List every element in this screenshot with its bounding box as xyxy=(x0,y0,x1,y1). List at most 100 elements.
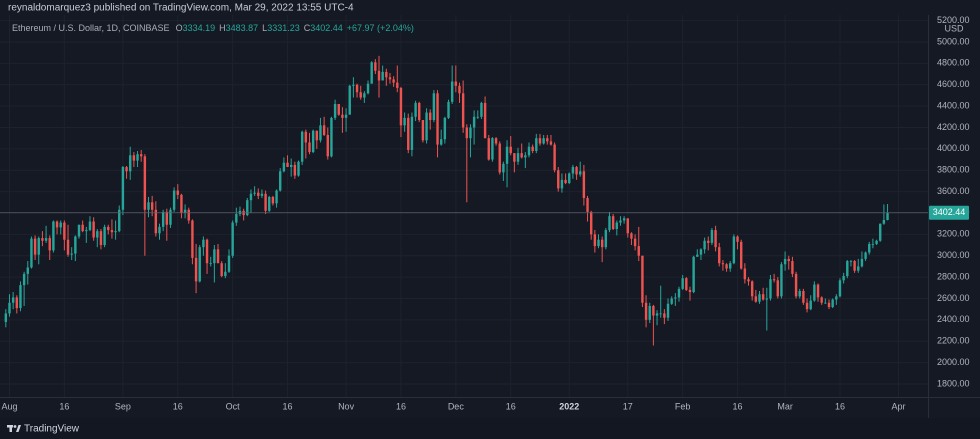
candle-body xyxy=(827,302,831,308)
candle-body xyxy=(637,246,640,256)
candle-body xyxy=(300,131,304,162)
candle-body xyxy=(846,261,849,277)
ohlc-label: L xyxy=(262,23,267,33)
candle-body xyxy=(476,116,479,118)
ohlc-label: O xyxy=(176,23,183,33)
candle-body xyxy=(747,279,750,282)
candle-body xyxy=(194,257,198,282)
candle-body xyxy=(202,239,205,248)
candle-body xyxy=(110,230,114,233)
candle-body xyxy=(333,103,337,118)
candle-body xyxy=(341,114,344,118)
candle-body xyxy=(743,268,747,280)
candle-body xyxy=(348,85,351,115)
candle-body xyxy=(696,254,699,257)
candle-body xyxy=(44,238,48,241)
y-tick-label: 2200.00 xyxy=(937,336,970,346)
candle-body xyxy=(502,163,505,173)
candle-body xyxy=(169,209,172,225)
candle-body xyxy=(871,243,875,245)
candle-body xyxy=(114,231,117,233)
candle-body xyxy=(835,296,838,300)
candle-body xyxy=(396,82,399,88)
symbol: Ethereum / U.S. Dollar, 1D, COINBASE xyxy=(12,23,170,33)
ohlc-label: C xyxy=(304,23,311,33)
candle-body xyxy=(677,288,681,298)
candle-body xyxy=(418,102,421,121)
ohlc-value: 3483.87 xyxy=(226,23,259,33)
candle-body xyxy=(15,297,19,309)
candle-body xyxy=(604,230,608,248)
candle-body xyxy=(568,173,571,184)
candle-body xyxy=(143,156,147,210)
candle-body xyxy=(322,125,326,135)
candle-body xyxy=(648,305,651,320)
candle-body xyxy=(92,221,95,238)
candle-body xyxy=(860,258,864,267)
candle-body xyxy=(685,278,688,290)
x-tick-label: 2022 xyxy=(559,401,579,411)
candle-body xyxy=(439,139,443,145)
y-tick-label: 2600.00 xyxy=(937,293,970,303)
x-tick-label: Aug xyxy=(1,401,17,411)
candle-body xyxy=(527,146,531,156)
candle-body xyxy=(666,303,670,318)
candle-body xyxy=(399,87,403,126)
candle-body xyxy=(549,141,553,145)
candle-body xyxy=(158,226,161,234)
candle-body xyxy=(824,302,827,304)
candle-body xyxy=(520,153,523,158)
candle-body xyxy=(750,281,754,297)
candle-body xyxy=(311,130,315,153)
logo-part xyxy=(13,425,17,428)
candle-body xyxy=(279,171,282,191)
candle-body xyxy=(535,138,538,151)
candle-body xyxy=(729,263,732,269)
candle-body xyxy=(421,120,425,141)
candle-body xyxy=(531,146,534,151)
candle-body xyxy=(414,102,417,117)
candle-body xyxy=(589,211,593,235)
footer-bar xyxy=(0,418,980,439)
candle-body xyxy=(176,190,179,195)
candle-body xyxy=(77,224,81,237)
candle-body xyxy=(560,179,564,189)
candle-body xyxy=(147,202,150,210)
candle-body xyxy=(216,249,220,264)
candle-body xyxy=(136,154,139,161)
ohlc-value: 3402.44 xyxy=(310,23,343,33)
candle-body xyxy=(150,202,154,210)
candle-body xyxy=(403,117,406,126)
candle-body xyxy=(718,247,721,264)
candle-body xyxy=(761,294,765,300)
candle-body xyxy=(450,81,454,102)
candle-body xyxy=(776,280,779,297)
candle-body xyxy=(557,170,560,189)
candle-body xyxy=(286,162,289,168)
candle-body xyxy=(714,230,717,248)
candle-body xyxy=(264,193,267,211)
candle-body xyxy=(370,62,373,84)
last-price-label: 3402.44 xyxy=(933,207,966,217)
candle-body xyxy=(857,266,860,271)
candle-body xyxy=(710,230,714,243)
footer-brand: TradingView xyxy=(24,424,80,435)
candle-body xyxy=(692,256,695,293)
candle-body xyxy=(224,271,227,277)
y-tick-label: 2400.00 xyxy=(937,314,970,324)
candle-body xyxy=(293,164,297,176)
candle-body xyxy=(622,218,626,221)
candle-body xyxy=(432,93,436,121)
candle-body xyxy=(363,93,366,98)
x-tick-label: 16 xyxy=(733,401,743,411)
candle-body xyxy=(674,297,677,299)
candle-body xyxy=(253,192,256,194)
candle-body xyxy=(33,238,37,255)
candle-body xyxy=(813,284,816,301)
candle-body xyxy=(461,93,465,128)
x-tick-label: 16 xyxy=(283,401,293,411)
candle-body xyxy=(725,264,728,269)
logo xyxy=(7,425,21,432)
candle-body xyxy=(831,299,834,308)
